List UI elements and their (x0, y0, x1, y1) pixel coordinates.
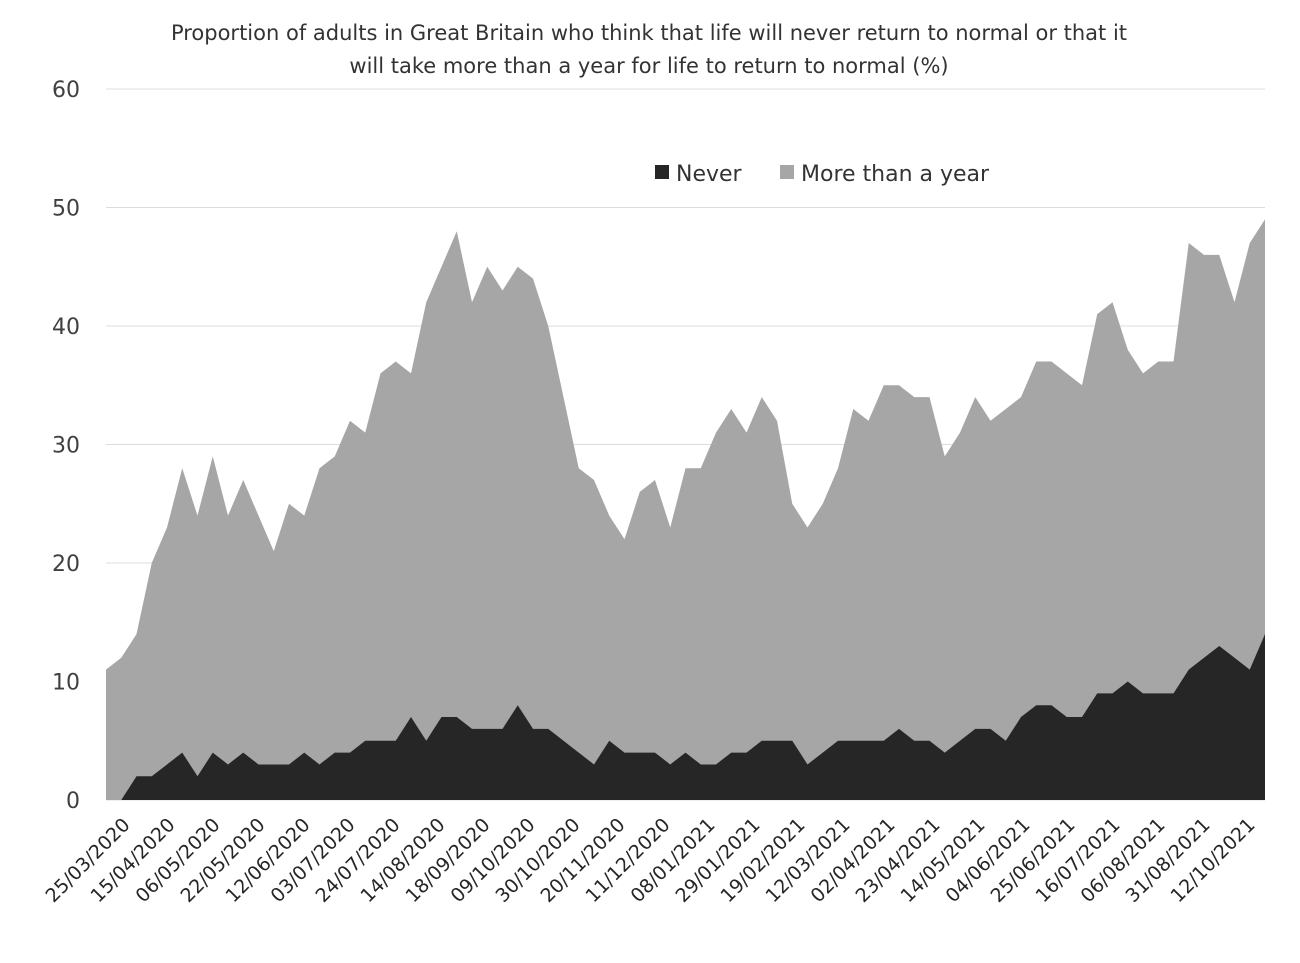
y-tick-label: 20 (52, 552, 80, 577)
y-axis-ticks: 0 10 20 30 40 50 60 (52, 78, 80, 814)
legend-label-more-than-a-year: More than a year (801, 162, 990, 187)
y-tick-label: 40 (52, 315, 80, 340)
chart-title-line-1: Proportion of adults in Great Britain wh… (171, 21, 1127, 45)
area-more-than-a-year (106, 219, 1265, 801)
x-axis-ticks: 25/03/202015/04/202006/05/202022/05/2020… (42, 814, 1260, 907)
plot-areas (106, 219, 1265, 801)
legend-swatch-never (655, 165, 669, 179)
y-tick-label: 0 (66, 789, 80, 814)
y-tick-label: 60 (52, 78, 80, 103)
legend: Never More than a year (655, 162, 990, 187)
legend-label-never: Never (676, 162, 743, 187)
legend-swatch-more-than-a-year (780, 165, 794, 179)
area-never (106, 634, 1265, 800)
y-tick-label: 10 (52, 671, 80, 696)
y-tick-label: 50 (52, 197, 80, 222)
chart-title-line-2: will take more than a year for life to r… (349, 54, 948, 78)
y-tick-label: 30 (52, 434, 80, 459)
